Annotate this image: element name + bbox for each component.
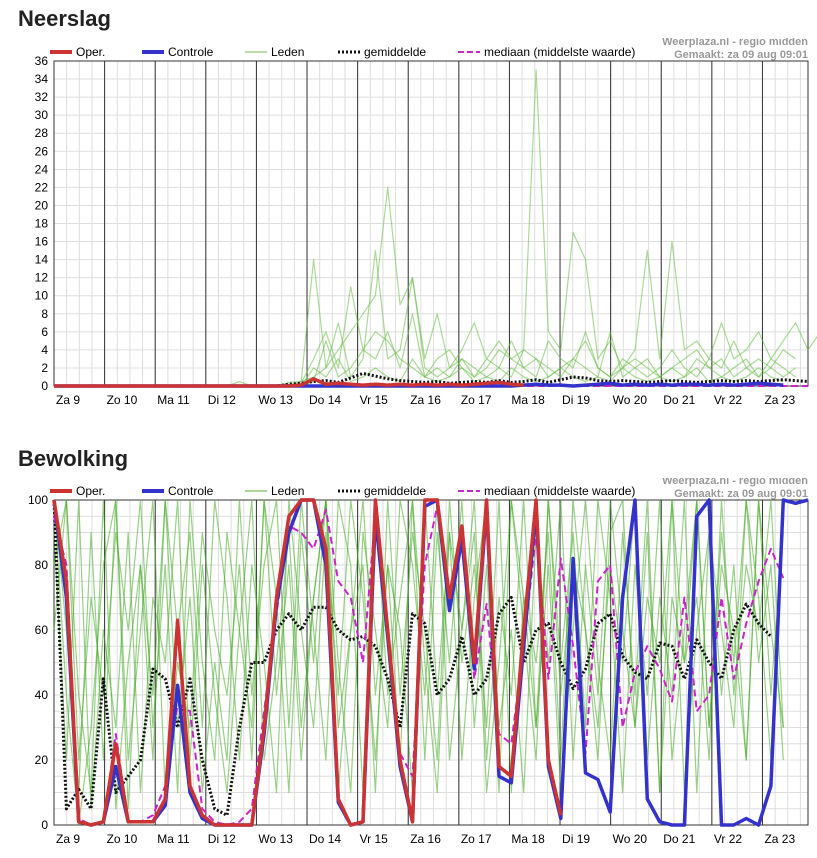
x-tick-label: Vr 15 xyxy=(360,393,389,407)
legend-label-controle: Controle xyxy=(168,45,214,59)
bewolking-title: Bewolking xyxy=(18,446,129,471)
legend: Oper. Controle Leden gemiddelde mediaan (mid… xyxy=(50,45,635,59)
series-line-mediaan xyxy=(53,505,785,826)
x-tick-label: Zo 10 xyxy=(107,832,138,846)
x-tick-label: Do 21 xyxy=(663,832,695,846)
x-tick-label: Ma 18 xyxy=(511,393,545,407)
x-tick-label: Za 23 xyxy=(764,393,795,407)
x-tick-label: Zo 10 xyxy=(107,393,138,407)
neerslag-chart: Oper. Controle Leden gemiddelde mediaan (mid… xyxy=(35,38,817,407)
y-tick-label: 12 xyxy=(35,271,49,285)
y-tick-label: 24 xyxy=(35,162,49,176)
y-tick-label: 2 xyxy=(41,361,48,375)
y-tick-label: 20 xyxy=(35,198,49,212)
x-tick-label: Di 19 xyxy=(562,393,590,407)
legend-item-controle: Controle xyxy=(142,484,214,498)
legend-label-mediaan: mediaan (middelste waarde) xyxy=(484,45,635,59)
series-line-gemiddelde xyxy=(52,499,772,817)
y-tick-label: 6 xyxy=(41,325,48,339)
y-tick-label: 4 xyxy=(41,343,48,357)
x-tick-label: Do 14 xyxy=(309,393,341,407)
legend: Oper. Controle Leden gemiddelde mediaan (mid… xyxy=(50,484,635,498)
legend-item-gemiddelde: gemiddelde xyxy=(338,484,426,498)
x-tick-label: Zo 17 xyxy=(461,393,492,407)
legend-item-oper: Oper. xyxy=(50,484,105,498)
legend-item-oper: Oper. xyxy=(50,45,105,59)
y-tick-label: 22 xyxy=(35,180,49,194)
y-tick-label: 8 xyxy=(41,307,48,321)
x-tick-label: Di 12 xyxy=(208,393,236,407)
credit-line-1: Weerplaza.nl - regio midden xyxy=(662,478,808,487)
legend-label-oper: Oper. xyxy=(76,484,105,498)
neerslag-title: Neerslag xyxy=(18,6,111,31)
x-tick-label: Za 16 xyxy=(410,393,441,407)
credit-line-1: Weerplaza.nl - regio midden xyxy=(662,38,808,48)
y-tick-label: 60 xyxy=(35,623,49,637)
y-tick-label: 14 xyxy=(35,253,49,267)
x-tick-label: Wo 20 xyxy=(613,393,648,407)
x-tick-label: Di 19 xyxy=(562,832,590,846)
x-tick-label: Zo 17 xyxy=(461,832,492,846)
bewolking-chart: Oper. Controle Leden gemiddelde mediaan (mid… xyxy=(28,478,809,846)
series-line-leden xyxy=(54,286,796,387)
x-tick-label: Wo 20 xyxy=(613,832,648,846)
x-tick-label: Ma 18 xyxy=(511,832,545,846)
x-tick-label: Za 9 xyxy=(56,393,80,407)
x-tick-label: Vr 22 xyxy=(714,832,743,846)
legend-label-leden: Leden xyxy=(271,45,304,59)
legend-item-mediaan: mediaan (middelste waarde) xyxy=(458,45,635,59)
x-tick-label: Ma 11 xyxy=(157,832,190,846)
x-tick-label: Wo 13 xyxy=(258,832,293,846)
y-tick-label: 40 xyxy=(35,688,49,702)
series-line-leden xyxy=(53,499,784,826)
legend-label-oper: Oper. xyxy=(76,45,105,59)
x-tick-label: Do 14 xyxy=(309,832,341,846)
y-tick-label: 0 xyxy=(41,379,48,393)
grid xyxy=(53,60,808,387)
series-line-oper xyxy=(52,498,563,827)
x-tick-label: Za 9 xyxy=(56,832,80,846)
x-tick-label: Vr 15 xyxy=(360,832,389,846)
x-tick-label: Do 21 xyxy=(663,393,695,407)
y-tick-label: 26 xyxy=(35,144,49,158)
legend-label-controle: Controle xyxy=(168,484,214,498)
legend-item-mediaan: mediaan (middelste waarde) xyxy=(458,484,635,498)
series-line-controle xyxy=(52,498,809,827)
y-tick-label: 34 xyxy=(35,72,49,86)
series-line-oper xyxy=(54,377,524,388)
x-tick-label: Vr 22 xyxy=(714,393,743,407)
series-line-leden xyxy=(54,250,796,387)
legend-label-leden: Leden xyxy=(271,484,304,498)
y-tick-label: 100 xyxy=(28,493,48,507)
credit-line-2: Gemaakt: za 09 aug 09:01 xyxy=(674,488,808,500)
y-tick-label: 18 xyxy=(35,217,49,231)
x-tick-label: Za 23 xyxy=(764,832,795,846)
y-tick-label: 36 xyxy=(35,54,49,68)
x-tick-label: Wo 13 xyxy=(258,393,293,407)
y-tick-label: 0 xyxy=(41,818,48,832)
legend-item-leden: Leden xyxy=(245,484,304,498)
credit-line-2: Gemaakt: za 09 aug 09:01 xyxy=(674,49,808,61)
y-tick-label: 30 xyxy=(35,108,49,122)
legend-label-gemiddelde: gemiddelde xyxy=(364,484,426,498)
legend-item-gemiddelde: gemiddelde xyxy=(338,45,426,59)
y-tick-label: 10 xyxy=(35,289,49,303)
legend-item-leden: Leden xyxy=(245,45,304,59)
y-tick-label: 32 xyxy=(35,90,49,104)
x-tick-label: Di 12 xyxy=(208,832,236,846)
legend-label-gemiddelde: gemiddelde xyxy=(364,45,426,59)
legend-label-mediaan: mediaan (middelste waarde) xyxy=(484,484,635,498)
series-line-leden xyxy=(54,69,817,387)
y-tick-label: 80 xyxy=(35,558,49,572)
legend-item-controle: Controle xyxy=(142,45,214,59)
y-tick-label: 28 xyxy=(35,126,49,140)
x-tick-label: Ma 11 xyxy=(157,393,190,407)
x-tick-label: Za 16 xyxy=(410,832,441,846)
y-tick-label: 16 xyxy=(35,235,49,249)
y-tick-label: 20 xyxy=(35,753,49,767)
